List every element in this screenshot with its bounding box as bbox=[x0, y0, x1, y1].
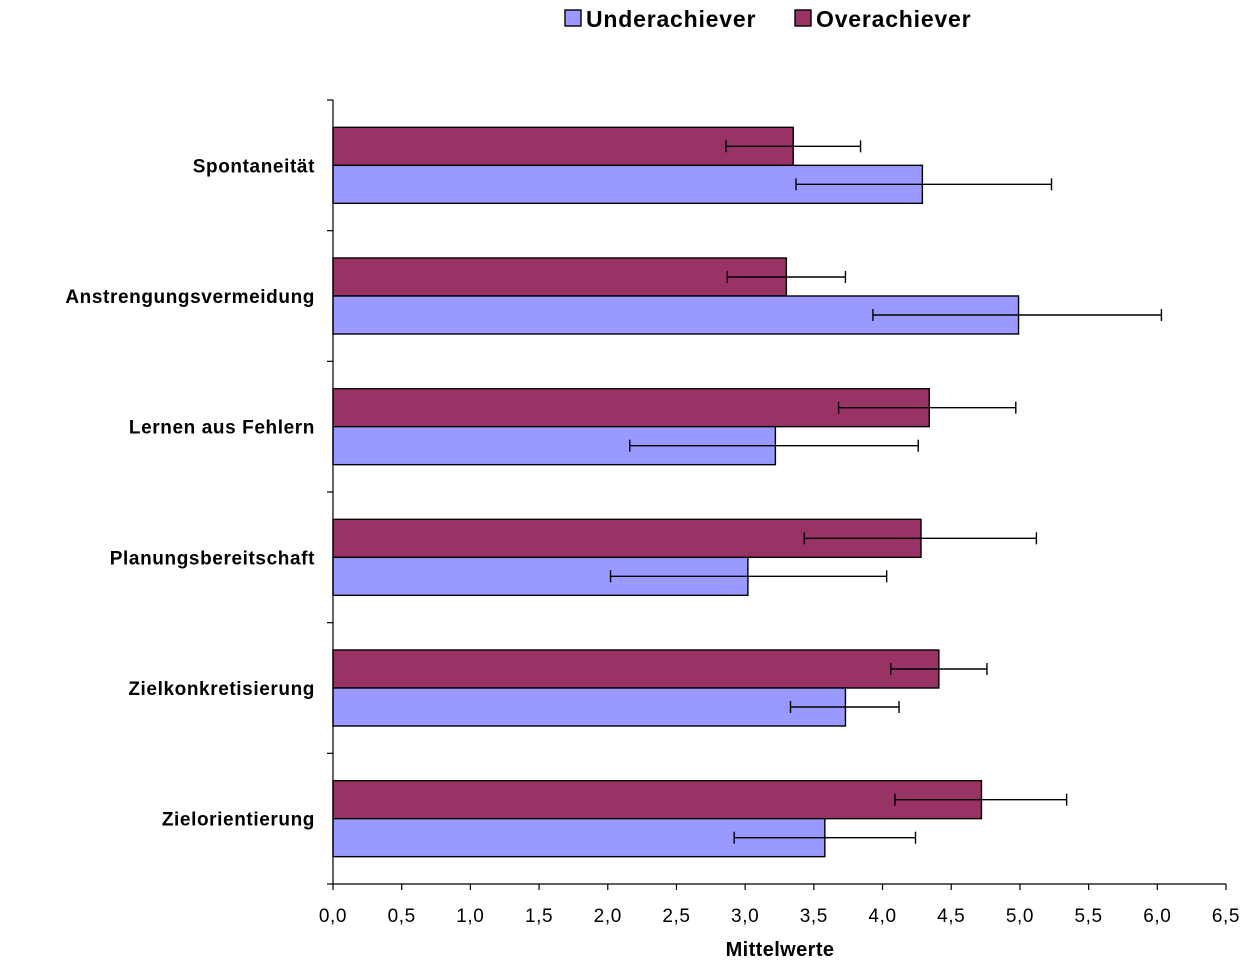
legend-label-underachiever: Underachiever bbox=[586, 6, 756, 32]
error-bar-overachiever-zielorientierung bbox=[894, 793, 1068, 806]
legend-item-overachiever: Overachiever bbox=[794, 6, 971, 32]
bar-underachiever-zielkonkretisierung bbox=[332, 687, 847, 727]
error-bars-layer bbox=[609, 140, 1163, 844]
category-label-spontaneit-t: Spontaneität bbox=[193, 156, 315, 177]
legend-swatch-overachiever bbox=[794, 9, 812, 27]
x-tick-label: 4,0 bbox=[868, 906, 896, 927]
x-tick-label: 2,5 bbox=[662, 906, 690, 927]
error-bar-overachiever-planungsbereitschaft bbox=[803, 532, 1038, 545]
x-tick-label: 1,0 bbox=[456, 906, 484, 927]
bar-overachiever-zielkonkretisierung bbox=[332, 649, 940, 689]
error-bar-underachiever-zielkonkretisierung bbox=[789, 701, 900, 713]
x-tick-label: 6,0 bbox=[1143, 906, 1171, 927]
bar-overachiever-lernen-aus-fehlern bbox=[332, 387, 930, 428]
error-bar-underachiever-planungsbereitschaft bbox=[609, 570, 888, 583]
bar-overachiever-zielorientierung bbox=[332, 779, 983, 820]
error-bar-overachiever-spontaneit-t bbox=[725, 140, 862, 153]
x-tick-label: 3,5 bbox=[800, 906, 828, 927]
bar-overachiever-anstrengungsvermeidung bbox=[332, 257, 788, 297]
x-tick-label: 6,5 bbox=[1212, 906, 1240, 927]
error-bar-underachiever-spontaneit-t bbox=[795, 178, 1053, 191]
bars-layer bbox=[332, 126, 1020, 858]
error-bar-underachiever-zielorientierung bbox=[733, 831, 917, 844]
x-tick-label: 5,0 bbox=[1006, 906, 1034, 927]
category-label-planungsbereitschaft: Planungsbereitschaft bbox=[110, 548, 315, 569]
category-label-lernen-aus-fehlern: Lernen aus Fehlern bbox=[129, 418, 315, 439]
category-labels: Spontaneität Anstrengungsvermeidung Lernen… bbox=[65, 156, 315, 831]
tick-labels: 0,0 0,5 1,0 1,5 2,0 2,5 3,0 3,5 4,0 4,5 5,0 5,5 6,0 6… bbox=[319, 906, 1240, 927]
error-bar-overachiever-anstrengungsvermeidung bbox=[726, 271, 847, 283]
error-bar-underachiever-lernen-aus-fehlern bbox=[629, 439, 919, 452]
x-tick-label: 5,5 bbox=[1075, 906, 1103, 927]
error-bar-overachiever-lernen-aus-fehlern bbox=[837, 401, 1017, 414]
x-tick-label: 0,0 bbox=[319, 906, 347, 927]
axes-layer bbox=[327, 99, 1227, 890]
category-label-zielkonkretisierung: Zielkonkretisierung bbox=[128, 679, 315, 700]
x-axis-title: Mittelwerte bbox=[726, 939, 835, 960]
legend-label-overachiever: Overachiever bbox=[816, 6, 971, 32]
bar-overachiever-spontaneit-t bbox=[332, 126, 794, 167]
category-label-zielorientierung: Zielorientierung bbox=[162, 810, 315, 831]
category-label-anstrengungsvermeidung: Anstrengungsvermeidung bbox=[65, 287, 315, 308]
x-tick-label: 2,0 bbox=[594, 906, 622, 927]
x-tick-label: 0,5 bbox=[388, 906, 416, 927]
x-tick-label: 4,5 bbox=[937, 906, 965, 927]
legend-swatch-underachiever bbox=[564, 9, 582, 27]
legend: Underachiever Overachiever bbox=[564, 6, 971, 32]
error-bar-overachiever-zielkonkretisierung bbox=[890, 663, 988, 675]
error-bar-underachiever-anstrengungsvermeidung bbox=[872, 309, 1163, 321]
x-tick-label: 3,0 bbox=[731, 906, 759, 927]
legend-item-underachiever: Underachiever bbox=[564, 6, 756, 32]
x-tick-label: 1,5 bbox=[525, 906, 553, 927]
